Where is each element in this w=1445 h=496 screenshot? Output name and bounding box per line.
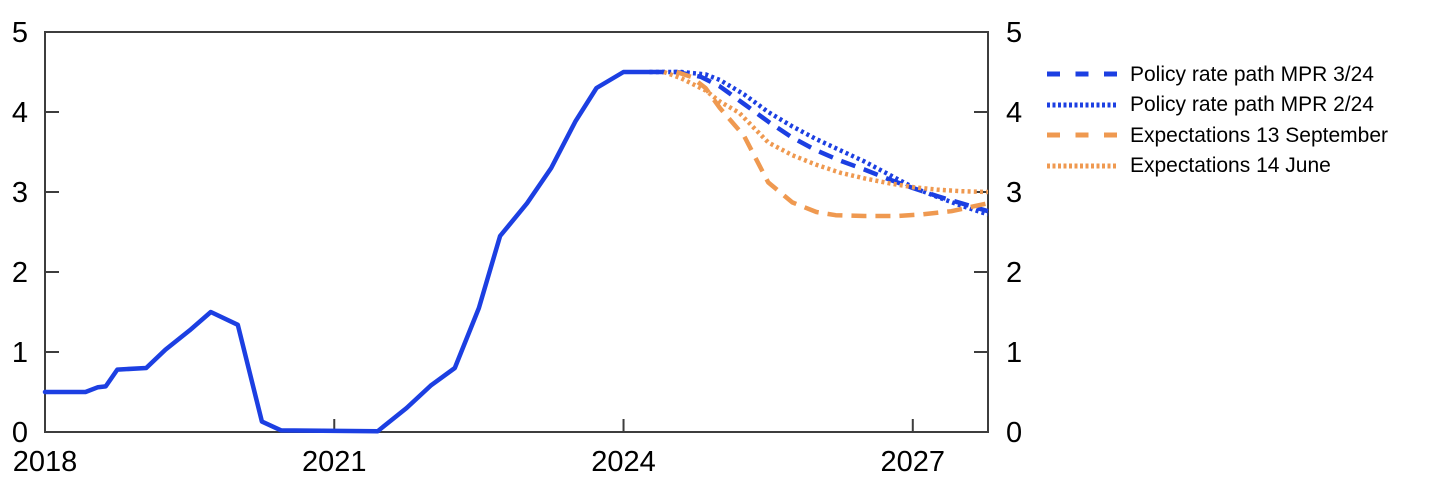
y-axis-label-right-1: 1 bbox=[1006, 337, 1022, 369]
x-axis-label-2027: 2027 bbox=[881, 446, 946, 478]
y-axis-label-left-0: 0 bbox=[12, 417, 28, 449]
legend-item-label: Expectations 14 June bbox=[1130, 154, 1331, 178]
legend-sample-dotted-blue-line bbox=[1047, 102, 1117, 108]
legend-item-label: Expectations 13 September bbox=[1130, 123, 1388, 147]
y-axis-label-left-4: 4 bbox=[12, 97, 28, 129]
y-axis-label-right-5: 5 bbox=[1006, 17, 1022, 49]
legend-sample-dashed-orange-line bbox=[1047, 132, 1117, 138]
legend-item-policy-rate-path-mpr-2-24: Policy rate path MPR 2/24 bbox=[1046, 90, 1388, 121]
y-axis-label-right-0: 0 bbox=[1006, 417, 1022, 449]
y-axis-label-right-2: 2 bbox=[1006, 257, 1022, 289]
series-line-policy-rate-path-mpr-2-24 bbox=[649, 69, 989, 217]
x-axis-label-2021: 2021 bbox=[302, 446, 367, 478]
x-axis-label-2024: 2024 bbox=[591, 446, 656, 478]
y-axis-label-right-4: 4 bbox=[1006, 97, 1022, 129]
y-axis-label-left-2: 2 bbox=[12, 257, 28, 289]
legend-item-label: Policy rate path MPR 2/24 bbox=[1130, 93, 1374, 117]
series-line-policy-rate-path-mpr-3-24 bbox=[649, 69, 989, 214]
series-line-expectations-13-september bbox=[675, 69, 989, 219]
x-axis-label-2018: 2018 bbox=[13, 446, 78, 478]
plot-border bbox=[44, 31, 989, 433]
y-axis-label-left-5: 5 bbox=[12, 17, 28, 49]
series-line-expectations-14-june bbox=[663, 69, 989, 195]
legend-sample-dotted-orange-line bbox=[1047, 163, 1117, 169]
legend-sample-dashed-blue-line bbox=[1047, 71, 1117, 77]
series-line-policy-rate-historical bbox=[42, 69, 652, 434]
chart-legend: Policy rate path MPR 3/24 Policy rate pa… bbox=[1046, 59, 1388, 181]
y-axis-label-left-3: 3 bbox=[12, 177, 28, 209]
legend-item-expectations-13-september: Expectations 13 September bbox=[1046, 120, 1388, 151]
legend-item-policy-rate-path-mpr-3-24: Policy rate path MPR 3/24 bbox=[1046, 59, 1388, 90]
y-axis-label-right-3: 3 bbox=[1006, 177, 1022, 209]
y-axis-label-left-1: 1 bbox=[12, 337, 28, 369]
legend-item-expectations-14-june: Expectations 14 June bbox=[1046, 151, 1388, 182]
legend-item-label: Policy rate path MPR 3/24 bbox=[1130, 62, 1374, 86]
